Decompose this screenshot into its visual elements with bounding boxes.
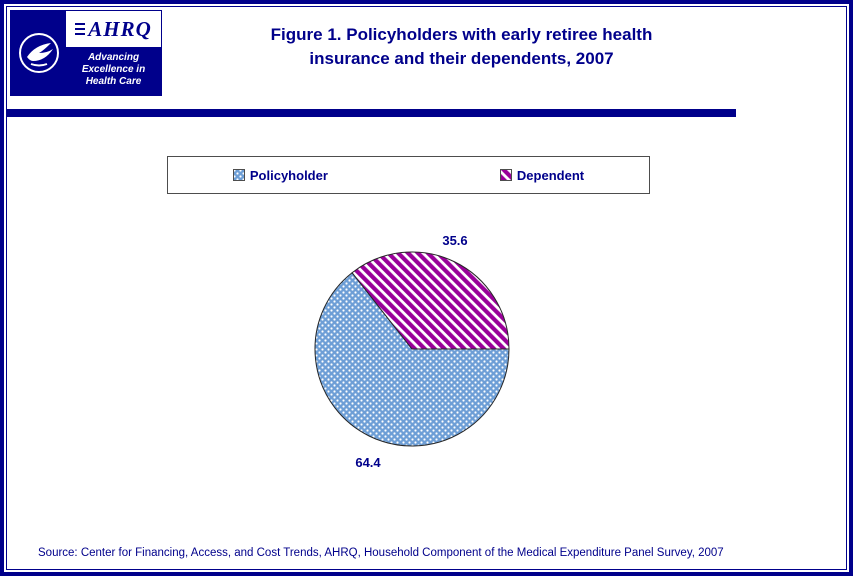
legend-label-policyholder: Policyholder [249, 167, 328, 183]
hhs-eagle-icon [18, 33, 59, 73]
datalabel-dependent: 35.6 [442, 233, 468, 248]
figure-title-line1: Figure 1. Policyholders with early retir… [270, 25, 653, 44]
ahrq-tagline-line2: Excellence in [81, 64, 146, 75]
legend-label-dependent: Dependent [516, 167, 585, 183]
legend-item-dependent: Dependent [499, 167, 585, 183]
dependent-swatch-icon [499, 169, 512, 181]
pie-slice-policyholder [314, 272, 510, 447]
ahrq-tagline-line3: Health Care [85, 76, 142, 87]
header-rule [7, 109, 736, 117]
hhs-logo [11, 11, 66, 95]
chart-legend: Policyholder Dependent [167, 156, 650, 194]
ahrq-tagline-line1: Advancing [87, 52, 140, 63]
source-note: Source: Center for Financing, Access, an… [38, 547, 724, 559]
agency-logo: AHRQ Advancing Excellence in Health Care [10, 10, 162, 96]
policyholder-swatch-icon [232, 169, 245, 181]
legend-item-policyholder: Policyholder [232, 167, 328, 183]
datalabel-policyholder: 64.4 [355, 455, 381, 470]
pie-slice-dependent [351, 251, 510, 350]
ahrq-acronym: AHRQ [88, 16, 152, 41]
ahrq-tagline: Advancing Excellence in Health Care [66, 47, 161, 95]
figure-title: Figure 1. Policyholders with early retir… [77, 23, 846, 71]
ahrq-speed-lines-icon [75, 23, 86, 35]
figure-title-line2: insurance and their dependents, 2007 [309, 49, 614, 68]
figure-inner-frame: AHRQ Advancing Excellence in Health Care… [6, 6, 847, 570]
ahrq-wordmark: AHRQ [66, 11, 161, 47]
ahrq-logo: AHRQ Advancing Excellence in Health Care [66, 11, 161, 95]
pie-chart [312, 249, 512, 449]
pie-chart-svg [314, 251, 510, 447]
